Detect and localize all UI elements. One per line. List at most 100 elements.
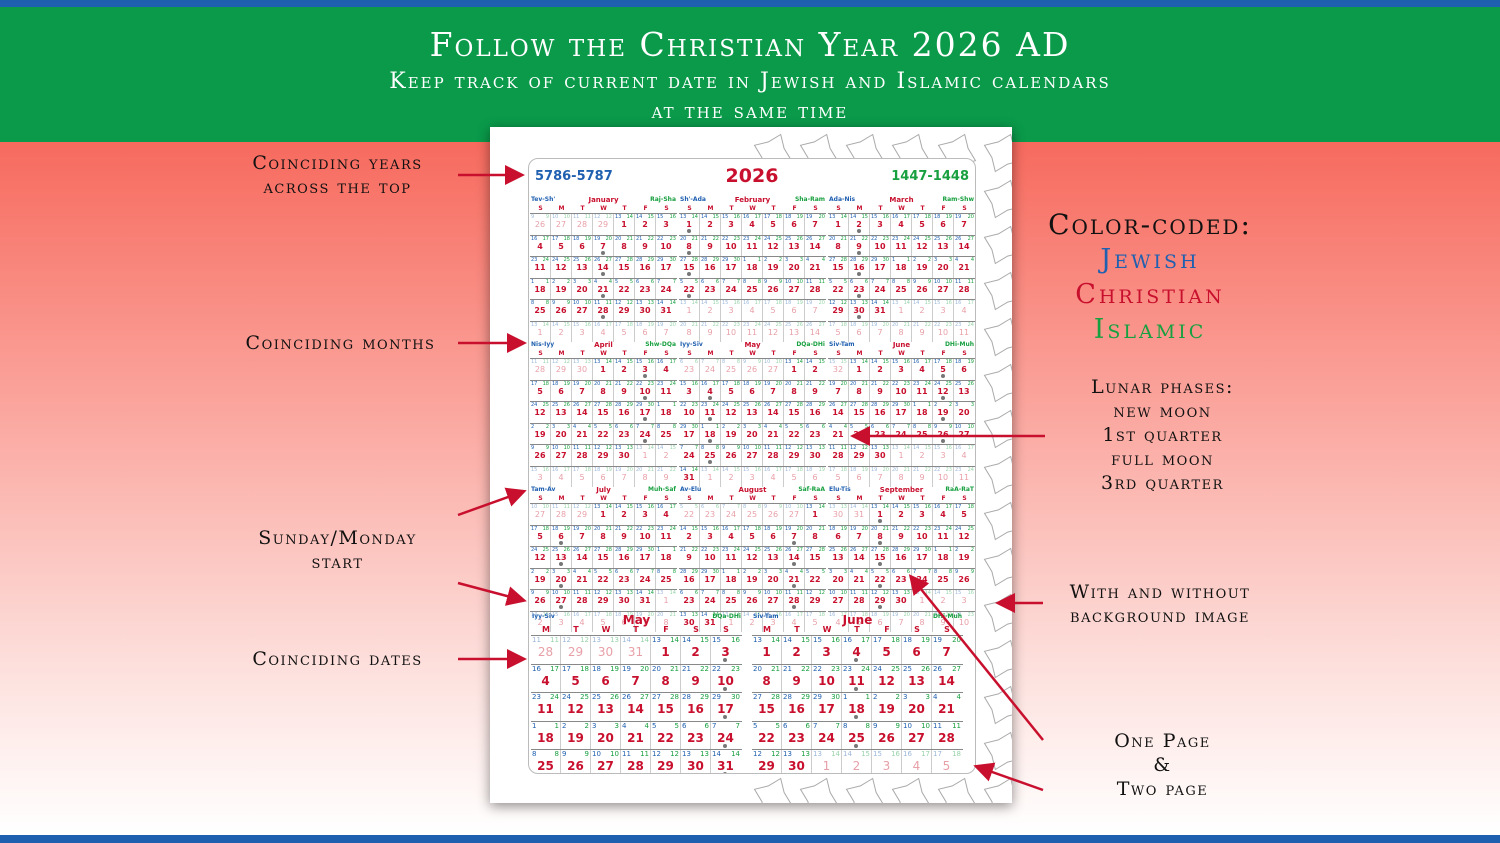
gregorian-date: 15 — [832, 263, 844, 272]
islamic-date: 20 — [584, 525, 591, 532]
jewish-date: 29 — [892, 402, 899, 408]
islamic-date: 23 — [733, 321, 740, 328]
jewish-date: 6 — [615, 423, 619, 430]
islamic-date: 2 — [545, 423, 549, 430]
week-row: 27 28 15 28 29 16 29 30 17 1 1 18 2 2 19 3 3 20 4 4 21 — [679, 256, 826, 278]
gregorian-date: 18 — [916, 408, 928, 417]
jewish-date: 10 — [934, 278, 941, 285]
day-cell: 12 12 29 — [593, 445, 614, 466]
islamic-date: 8 — [757, 504, 761, 510]
week-row: 29 30 17 1 1 18 2 2 19 3 3 20 4 4 21 5 5 22 6 6 23 — [679, 422, 826, 444]
gregorian-date: 3 — [749, 472, 755, 482]
day-cell: 13 14 1 — [530, 321, 551, 342]
month-block: Sh'-Ada February Sha-Ram S M T W T F S 13 14 1 14 15 2 1… — [679, 196, 826, 342]
jewish-date: 11 — [829, 445, 836, 451]
gregorian-date: 6 — [642, 327, 648, 337]
jewish-date: 22 — [913, 525, 920, 532]
islamic-date: 28 — [882, 547, 889, 553]
day-cell: 13 13 30 — [572, 359, 593, 380]
islamic-date: 23 — [882, 235, 889, 242]
day-cell: 14 14 31 — [679, 466, 700, 487]
day-cell: 13 13 30 — [891, 590, 912, 611]
day-cell: 25 26 13 — [572, 257, 593, 278]
islamic-date: 23 — [924, 525, 931, 532]
annotation-text: One Page — [1114, 730, 1211, 752]
weekday-label: T — [622, 495, 627, 502]
gregorian-date: 3 — [537, 472, 543, 482]
jewish-date: 26 — [785, 547, 792, 553]
jewish-date: 15 — [892, 359, 899, 365]
week-row: 17 18 5 18 19 6 19 20 7 20 21 8 21 22 9 22 23 10 23 24 11 — [828, 320, 975, 342]
jewish-date: 27 — [680, 257, 687, 263]
gregorian-date: 1 — [707, 472, 713, 482]
islamic-date: 17 — [945, 504, 952, 510]
month-name: August — [738, 486, 767, 494]
islamic-date: 18 — [733, 380, 740, 387]
jewish-date: 14 — [636, 214, 643, 220]
islamic-date: 18 — [840, 466, 847, 473]
islamic-date: 20 — [818, 300, 825, 306]
gregorian-date: 15 — [874, 553, 886, 562]
jewish-date: 23 — [701, 402, 708, 408]
month-islamic-label: RaA-RaT — [945, 486, 974, 493]
islamic-date: 1 — [736, 568, 740, 575]
day-cell: 7 7 24 — [635, 423, 656, 444]
day-cell: 2 2 19 — [530, 568, 551, 589]
islamic-date: 29 — [626, 547, 633, 553]
jewish-date: 9 — [722, 445, 726, 451]
jewish-date: 22 — [934, 466, 941, 473]
jewish-date: 26 — [573, 547, 580, 553]
islamic-date: 11 — [840, 445, 847, 451]
jewish-date: 20 — [594, 380, 601, 387]
jewish-date: 7 — [871, 278, 875, 285]
day-cell: 18 19 6 — [784, 214, 805, 235]
day-cell: 27 28 15 — [593, 547, 614, 568]
gregorian-date: 6 — [791, 306, 797, 315]
day-cell: 18 19 6 — [763, 525, 784, 546]
week-row: 5 5 22 6 6 23 7 7 24 8 8 25 9 9 26 10 10 27 11 11 28 — [679, 277, 826, 299]
islamic-date: 3 — [757, 423, 761, 430]
islamic-date: 7 — [906, 423, 910, 430]
islamic-date: 5 — [694, 504, 698, 510]
jewish-date: 5 — [615, 278, 619, 285]
week-row: 17 18 5 18 19 6 19 20 7 20 21 8 21 22 9 22 23 10 23 24 11 — [530, 524, 677, 546]
gregorian-date: 27 — [576, 306, 588, 315]
jewish-date: 22 — [657, 235, 664, 242]
gregorian-date: 28 — [576, 451, 588, 460]
day-cell: 3 3 20 — [784, 257, 805, 278]
day-cell: 24 25 12 — [551, 257, 572, 278]
gregorian-date: 25 — [746, 510, 758, 519]
day-cell: 18 19 6 — [849, 321, 870, 342]
day-cell: 23 24 11 — [954, 467, 975, 488]
day-cell: 28 29 16 — [891, 547, 912, 568]
islamic-date: 21 — [903, 321, 910, 328]
islamic-date: 20 — [967, 214, 974, 220]
gregorian-date: 2 — [728, 472, 734, 482]
gregorian-date: 20 — [788, 263, 800, 272]
gregorian-date: 27 — [832, 596, 844, 605]
day-cell: 22 23 10 — [870, 235, 891, 256]
gregorian-date: 3 — [686, 386, 692, 396]
month-name: March — [889, 196, 914, 204]
jewish-date: 19 — [806, 300, 813, 306]
day-cell: 3 3 20 — [763, 568, 784, 589]
gregorian-date: 6 — [940, 220, 946, 229]
gregorian-date: 27 — [767, 365, 779, 374]
gregorian-date: 12 — [767, 241, 779, 251]
jewish-date: 28 — [806, 402, 813, 408]
jewish-date: 3 — [764, 568, 768, 575]
gregorian-date: 3 — [642, 510, 648, 519]
islamic-date: 5 — [799, 423, 803, 430]
islamic-date: 18 — [626, 321, 633, 328]
annotation-text: new moon — [1113, 400, 1212, 422]
day-cell: 10 10 27 — [530, 504, 551, 525]
jewish-date: 18 — [552, 525, 559, 532]
day-cell: 21 22 9 — [805, 381, 826, 402]
islamic-date: 8 — [672, 568, 676, 575]
islamic-date: 27 — [818, 321, 825, 328]
islamic-date: 13 — [691, 611, 698, 618]
islamic-date: 23 — [691, 402, 698, 408]
month-block: Nis-Iyy April Shw-DQa S M T W T F S 11 11 28 12 12 29 13… — [530, 341, 677, 487]
islamic-date: 16 — [563, 611, 570, 618]
day-cell: 18 19 6 — [593, 466, 614, 487]
